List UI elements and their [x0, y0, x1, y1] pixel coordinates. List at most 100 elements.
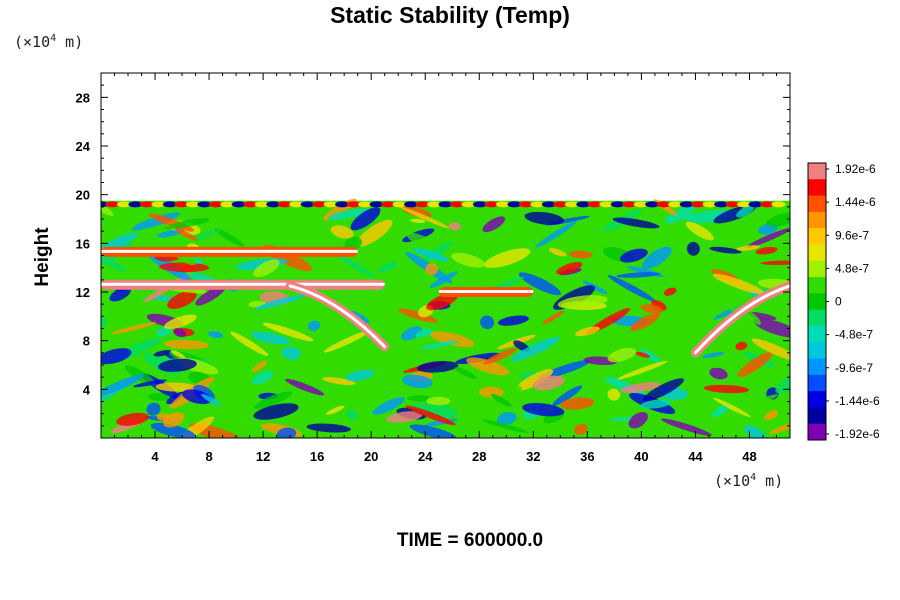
- field-cell: [448, 222, 461, 231]
- field-cell: [344, 236, 363, 251]
- field-edge-cell: [691, 201, 706, 208]
- field-cell: [643, 378, 685, 402]
- field-cell: [262, 322, 314, 342]
- field-edge-cell: [128, 201, 143, 208]
- field-edge-cell: [748, 201, 763, 208]
- field-edge-cell: [392, 201, 407, 208]
- field-cell: [415, 328, 434, 338]
- field-cell: [426, 292, 459, 311]
- field-cell: [661, 418, 712, 436]
- field-edge-cell: [197, 201, 212, 208]
- field-cell: [410, 218, 426, 224]
- feature-band-core: [101, 249, 358, 253]
- field-edge-cell: [346, 201, 361, 208]
- field-edge-cell: [576, 201, 591, 208]
- field-cell: [326, 405, 345, 415]
- field-cell: [405, 405, 456, 426]
- field-edge-cell: [645, 201, 660, 208]
- field-cell: [276, 427, 297, 438]
- field-cell: [254, 391, 293, 409]
- field-cell: [429, 271, 458, 289]
- field-cell: [158, 358, 197, 372]
- field-cell: [685, 221, 714, 241]
- y-tick-label: 8: [83, 334, 90, 349]
- field-cell: [466, 357, 510, 376]
- field-cell: [419, 340, 459, 350]
- field-cell: [148, 392, 172, 401]
- field-edge-cell: [760, 201, 775, 208]
- y-tick-label: 28: [76, 90, 90, 105]
- field-edge-cell: [725, 201, 740, 208]
- colorbar-label: 1.44e-6: [835, 195, 876, 209]
- field-cell: [156, 413, 171, 422]
- field-edge-cell: [358, 201, 373, 208]
- field-cell: [480, 315, 495, 330]
- field-edge-cell: [702, 201, 717, 208]
- field-edge-cell: [668, 201, 683, 208]
- field-cell: [609, 283, 623, 291]
- field-cell: [769, 420, 790, 434]
- field-cell: [532, 375, 565, 391]
- field-edge-cell: [415, 201, 430, 208]
- field-cell: [635, 351, 650, 358]
- field-cell: [109, 287, 131, 302]
- field-cell: [398, 308, 438, 323]
- field-edge-cell: [277, 201, 292, 208]
- y-axis-unit: (×104 m): [14, 33, 84, 51]
- field-cell: [159, 262, 210, 273]
- field-cell: [481, 419, 528, 433]
- field-cell: [454, 367, 477, 380]
- field-cell: [552, 385, 583, 406]
- field-cell: [133, 379, 167, 388]
- x-tick-label: 48: [742, 449, 756, 464]
- field-edge-cell: [381, 201, 396, 208]
- field-edge-cell: [220, 201, 235, 208]
- field-cell: [171, 350, 186, 359]
- field-cell: [155, 382, 197, 392]
- field-cell: [607, 274, 656, 302]
- field-cell: [252, 360, 268, 372]
- field-cell: [755, 246, 778, 255]
- field-cell: [208, 331, 223, 338]
- field-cell: [131, 212, 181, 231]
- field-cell: [253, 403, 299, 420]
- colorbar-swatch: [808, 244, 826, 262]
- field-edge-cell: [484, 201, 499, 208]
- time-label: TIME = 600000.0: [396, 530, 544, 551]
- field-cell: [518, 272, 561, 296]
- field-cell: [630, 313, 660, 332]
- field-cell: [156, 326, 172, 337]
- colorbar-swatch: [808, 391, 826, 408]
- field-cell: [201, 394, 221, 406]
- colorbar-label: 1.92e-6: [835, 162, 876, 176]
- field-cell: [251, 370, 274, 385]
- field-cell: [101, 348, 132, 365]
- x-axis-unit: (×104 m): [714, 472, 784, 490]
- field-edge-cell: [139, 201, 154, 208]
- field-edge-cell: [564, 201, 579, 208]
- field-edge-cell: [656, 201, 671, 208]
- y-tick-label: 24: [76, 139, 91, 154]
- field-cell: [250, 331, 291, 345]
- colorbar-swatch: [808, 260, 826, 278]
- field-cell: [335, 254, 376, 278]
- field-cell: [484, 248, 531, 268]
- field-cell: [556, 261, 583, 275]
- field-cell: [425, 263, 438, 276]
- field-cell: [308, 320, 321, 332]
- colorbar-label: 4.8e-7: [835, 261, 869, 275]
- field-cell: [640, 304, 664, 314]
- field-cell: [377, 261, 398, 273]
- field-cell: [619, 248, 648, 263]
- field-edge-cell: [518, 201, 533, 208]
- field-cell: [522, 403, 565, 417]
- x-tick-label: 40: [634, 449, 648, 464]
- x-tick-label: 12: [256, 449, 270, 464]
- field-edge-cell: [231, 201, 246, 208]
- x-tick-label: 4: [151, 449, 159, 464]
- field-cell: [192, 229, 221, 241]
- field-cell: [164, 314, 197, 329]
- field-edge-cell: [369, 201, 384, 208]
- field-cell: [548, 248, 567, 257]
- field-edge-cell: [495, 201, 510, 208]
